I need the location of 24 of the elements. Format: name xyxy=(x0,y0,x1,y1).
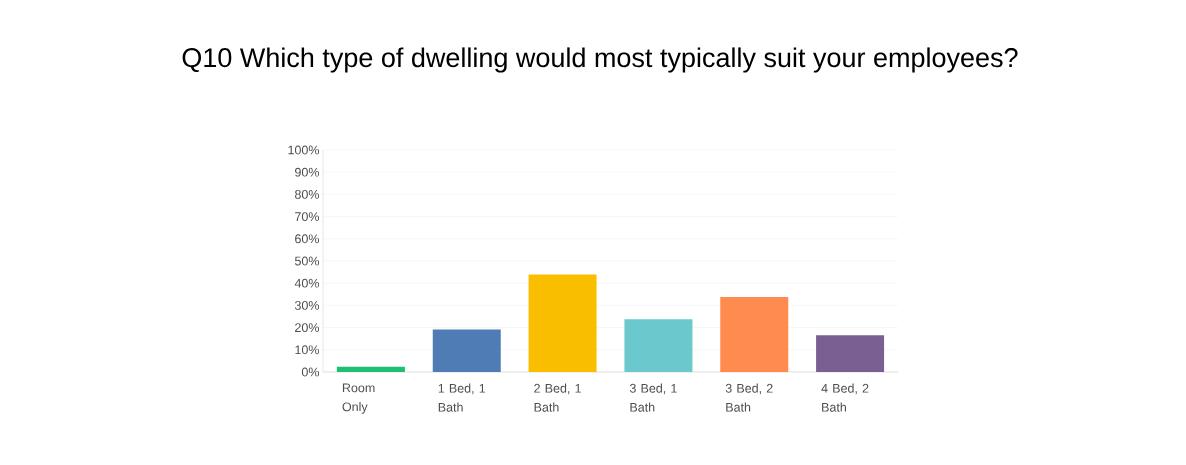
y-tick-label: 80% xyxy=(295,189,320,199)
x-tick-label: 4 Bed, 2 Bath xyxy=(821,383,869,412)
x-tick-label: 1 Bed, 1 Bath xyxy=(438,383,486,412)
y-tick-label: 30% xyxy=(294,300,320,310)
bar xyxy=(624,319,693,372)
x-tick-label: 3 Bed, 1 Bath xyxy=(629,383,677,412)
y-tick-label: 0% xyxy=(301,367,320,377)
y-tick-label: 60% xyxy=(295,234,320,244)
y-tick-label: 20% xyxy=(295,323,320,333)
y-tick-label: 90% xyxy=(295,167,320,177)
bar xyxy=(432,329,501,372)
bar xyxy=(336,366,405,372)
x-tick-label: 2 Bed, 1 Bath xyxy=(534,383,581,412)
y-tick-label: 100% xyxy=(288,145,320,155)
y-tick-label: 50% xyxy=(294,256,320,266)
y-tick-label: 40% xyxy=(294,278,320,288)
bar xyxy=(720,296,789,372)
y-tick-label: 10% xyxy=(295,345,320,355)
x-tick-label: 3 Bed, 2 Bath xyxy=(725,383,773,412)
x-tick-label: Room Only xyxy=(342,383,375,414)
bar xyxy=(816,335,885,372)
bar xyxy=(528,274,597,372)
y-tick-label: 70% xyxy=(295,212,320,222)
chart-title: Q10 Which type of dwelling would most typically suit your employees? xyxy=(182,47,1018,73)
